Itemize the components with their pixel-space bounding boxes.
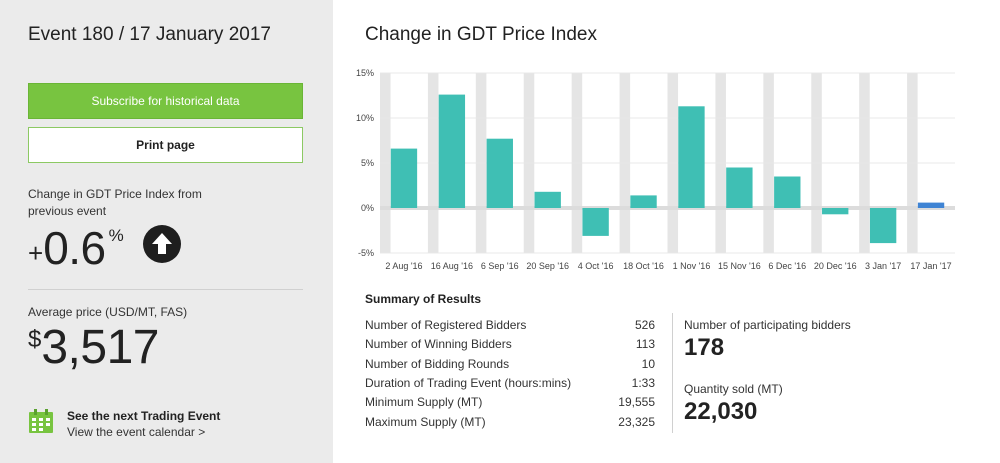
x-tick-label: 20 Sep '16	[526, 261, 569, 271]
summary-title: Summary of Results	[365, 292, 482, 306]
chart-bar	[534, 191, 561, 208]
summary-divider	[672, 313, 673, 433]
chart-zero-band	[380, 206, 955, 210]
summary-row-label: Number of Registered Bidders	[365, 318, 527, 332]
summary-row-value: 1:33	[631, 375, 655, 390]
change-sign: +	[28, 238, 44, 268]
x-tick-label: 1 Nov '16	[673, 261, 711, 271]
summary-row-value: 113	[635, 337, 655, 352]
participating-bidders-value: 178	[684, 334, 725, 361]
chart-bar	[774, 176, 801, 208]
summary-row-value: 10	[641, 356, 655, 371]
summary-row-label: Number of Bidding Rounds	[365, 356, 510, 371]
summary-row-value: 23,325	[618, 414, 655, 429]
chart-bar	[822, 208, 849, 215]
x-tick-label: 2 Aug '16	[385, 261, 422, 271]
summary-row-label: Maximum Supply (MT)	[365, 414, 486, 429]
summary-row-label: Number of Winning Bidders	[365, 337, 512, 352]
average-price-label: Average price (USD/MT, FAS)	[28, 305, 188, 319]
sidebar-divider	[28, 289, 303, 290]
quantity-sold-label: Quantity sold (MT)	[684, 382, 783, 396]
x-tick-label: 16 Aug '16	[431, 261, 473, 271]
chart-bar	[582, 208, 609, 236]
chart-title: Change in GDT Price Index	[365, 24, 597, 45]
chart-bar	[869, 208, 897, 244]
x-tick-label: 6 Dec '16	[768, 261, 806, 271]
average-price-value: $ 3,517	[28, 320, 159, 376]
summary-row-value: 526	[634, 318, 655, 332]
y-tick-label: -5%	[358, 248, 374, 258]
sidebar: Event 180 / 17 January 2017 Subscribe fo…	[0, 0, 333, 463]
y-tick-label: 10%	[356, 113, 374, 123]
summary-row-value: 19,555	[618, 395, 655, 410]
x-tick-label: 17 Jan '17	[910, 261, 951, 271]
price-number: 3,517	[41, 321, 159, 374]
summary-row-label: Duration of Trading Event (hours:mins)	[365, 375, 572, 390]
x-tick-label: 15 Nov '16	[718, 261, 761, 271]
chart-bar	[678, 106, 705, 208]
chart-bar	[726, 167, 753, 208]
participating-bidders-label: Number of participating bidders	[684, 318, 851, 332]
y-tick-label: 15%	[356, 68, 374, 78]
chart-bar	[438, 94, 466, 208]
chart-bar	[486, 138, 513, 208]
chart-bar	[630, 195, 657, 208]
change-unit: %	[108, 226, 124, 245]
next-trading-event-title: See the next Trading Event	[67, 409, 221, 423]
price-currency: $	[28, 326, 42, 353]
calendar-icon	[29, 409, 53, 433]
summary-row-label: Minimum Supply (MT)	[365, 395, 483, 410]
price-index-chart: 15% 10% 5% 0% -5% 2 Aug '16 16 Aug '16 6 Sep '1…	[356, 68, 955, 271]
x-tick-label: 3 Jan '17	[865, 261, 901, 271]
x-tick-label: 18 Oct '16	[623, 261, 664, 271]
price-index-change-label: Change in GDT Price Index from previous …	[28, 187, 202, 218]
x-tick-label: 4 Oct '16	[578, 261, 614, 271]
chart-bar	[917, 202, 945, 208]
x-tick-label: 20 Dec '16	[814, 261, 857, 271]
change-number: 0.6	[43, 222, 106, 274]
event-calendar-link[interactable]: View the event calendar >	[67, 425, 206, 439]
quantity-sold-value: 22,030	[684, 398, 758, 425]
arrow-up-icon	[143, 225, 181, 263]
print-page-button[interactable]: Print page	[28, 127, 303, 163]
price-index-change-value: + 0.6 %	[28, 222, 124, 278]
y-tick-label: 5%	[361, 158, 374, 168]
subscribe-button[interactable]: Subscribe for historical data	[28, 83, 303, 119]
event-title: Event 180 / 17 January 2017	[28, 24, 271, 45]
y-tick-label: 0%	[361, 203, 374, 213]
x-tick-label: 6 Sep '16	[481, 261, 519, 271]
chart-bar	[390, 148, 418, 208]
